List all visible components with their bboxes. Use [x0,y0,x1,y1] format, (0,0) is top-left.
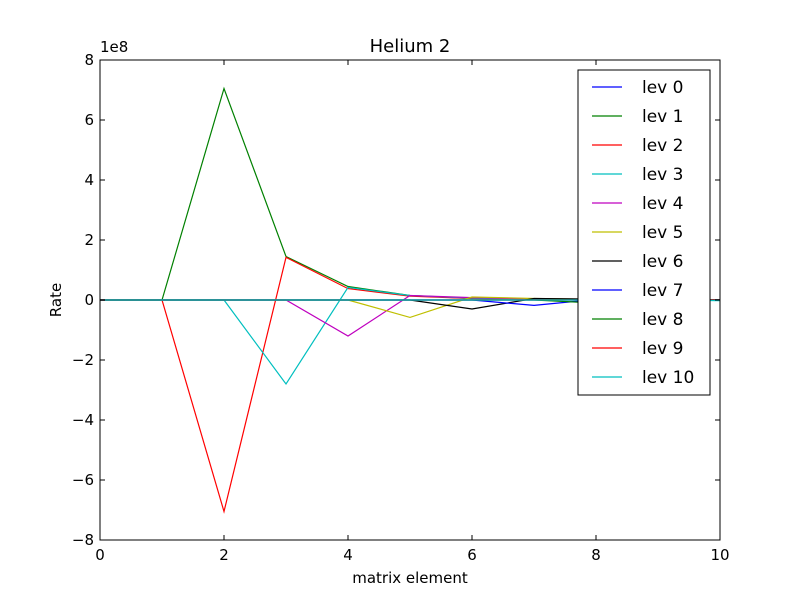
y-tick-label: 8 [84,51,94,69]
x-tick-label: 0 [95,546,105,564]
y-tick-label: 4 [84,171,94,189]
y-axis-label: Rate [47,283,65,317]
legend-label: lev 0 [642,78,683,98]
y-tick-label: 2 [84,231,94,249]
x-tick-label: 6 [467,546,477,564]
legend-label: lev 5 [642,223,683,243]
legend-label: lev 8 [642,310,683,330]
x-tick-label: 2 [219,546,229,564]
y-tick-label: −4 [72,411,94,429]
y-tick-label: 0 [84,291,94,309]
y-tick-label: −6 [72,471,94,489]
chart-title: Helium 2 [370,36,451,57]
legend-label: lev 6 [642,252,683,272]
x-tick-label: 8 [591,546,601,564]
x-tick-label: 4 [343,546,353,564]
legend-label: lev 10 [642,368,694,388]
legend-label: lev 2 [642,136,683,156]
legend-label: lev 4 [642,194,683,214]
x-axis-label: matrix element [352,569,468,587]
legend-label: lev 7 [642,281,683,301]
y-tick-label: 6 [84,111,94,129]
x-tick-label: 10 [710,546,729,564]
legend-label: lev 9 [642,339,683,359]
legend-label: lev 3 [642,165,683,185]
y-tick-label: −8 [72,531,94,549]
legend-label: lev 1 [642,107,683,127]
y-offset-label: 1e8 [100,38,128,56]
y-tick-label: −2 [72,351,94,369]
